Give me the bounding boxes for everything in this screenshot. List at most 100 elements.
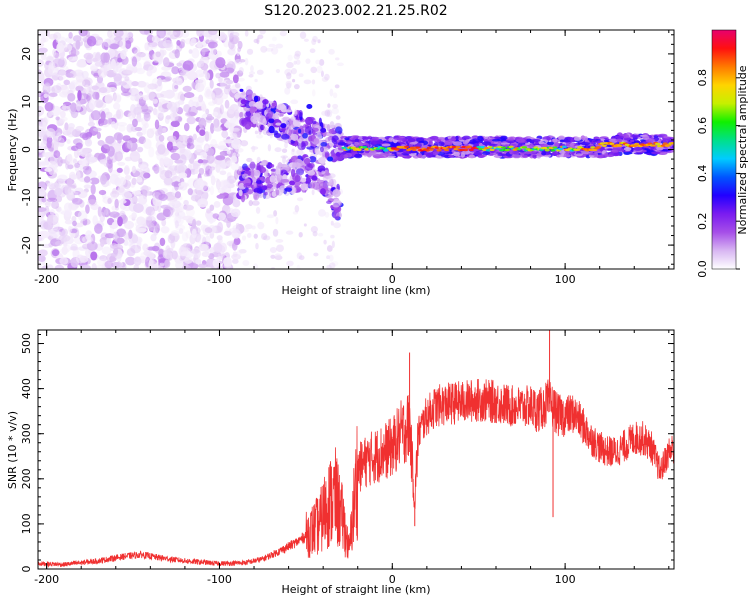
spectrogram-cell bbox=[285, 230, 294, 235]
spectrogram-cell bbox=[232, 241, 238, 251]
spectrogram-cell bbox=[133, 256, 142, 266]
spectrogram-cell bbox=[320, 188, 326, 195]
spectrogram-cell bbox=[84, 84, 90, 94]
spectrogram-cell bbox=[282, 156, 286, 164]
spectrogram-cell bbox=[183, 92, 195, 99]
spectrogram-cell bbox=[370, 140, 378, 145]
spectrogram-cell bbox=[210, 122, 215, 134]
spectrogram-cell bbox=[293, 130, 297, 135]
spectrogram-cell bbox=[159, 237, 166, 247]
spectrogram-cell bbox=[200, 151, 208, 157]
y-tick-label: 0 bbox=[20, 566, 33, 573]
spectrogram-cell bbox=[569, 142, 575, 147]
spectrogram-cell bbox=[70, 80, 79, 85]
spectrogram-cell bbox=[39, 161, 50, 166]
spectrogram-cell bbox=[43, 82, 51, 93]
spectrogram-cell bbox=[275, 122, 282, 126]
spectrogram-cell bbox=[86, 94, 91, 102]
spectrogram-cell bbox=[90, 65, 98, 72]
spectrogram-cell bbox=[631, 134, 641, 138]
spectrogram-cell bbox=[193, 247, 202, 259]
spectrogram-cell bbox=[83, 184, 92, 189]
spectrogram-cell bbox=[212, 213, 220, 219]
spectrogram-cell bbox=[238, 189, 243, 197]
spectrogram-cell bbox=[213, 201, 221, 208]
spectrogram-cell bbox=[169, 112, 179, 122]
spectrogram-cell bbox=[94, 223, 103, 234]
x-tick-label: 100 bbox=[555, 573, 576, 586]
spectrogram-cell bbox=[306, 103, 313, 109]
spectrogram-cell bbox=[575, 148, 581, 151]
spectrogram-cell bbox=[147, 206, 153, 216]
spectrogram-cell bbox=[243, 183, 252, 189]
spectrogram-cell bbox=[42, 121, 47, 132]
spectrogram-cell bbox=[193, 138, 204, 147]
spectrogram-cell bbox=[573, 136, 582, 141]
spectrogram-cell bbox=[232, 130, 241, 139]
spectrogram-cell bbox=[98, 189, 107, 196]
spectrogram-cell bbox=[558, 147, 564, 151]
spectrogram-cell bbox=[106, 159, 113, 169]
spectrogram-cell bbox=[64, 122, 69, 131]
spectrogram-cell bbox=[270, 254, 276, 259]
spectrogram-cell bbox=[176, 62, 183, 67]
spectrogram-cell bbox=[77, 210, 88, 222]
spectrogram-cell bbox=[208, 30, 218, 36]
spectrogram-cell bbox=[269, 246, 277, 254]
spectrogram-cell bbox=[180, 251, 189, 257]
spectrogram-cell bbox=[197, 263, 209, 268]
spectrogram-cell bbox=[141, 108, 152, 115]
spectrogram-cell bbox=[123, 165, 130, 176]
spectrogram-cell bbox=[544, 149, 550, 152]
spectrogram-cell bbox=[247, 232, 252, 238]
spectrogram-cell bbox=[319, 146, 324, 153]
spectrogram-cell bbox=[259, 30, 266, 35]
spectrogram-cell bbox=[180, 181, 186, 187]
spectrogram-cell bbox=[160, 226, 170, 234]
spectrogram-cell bbox=[428, 140, 433, 145]
spectrogram-cell bbox=[455, 145, 461, 149]
spectrogram-cell bbox=[132, 168, 144, 178]
spectrogram-cell bbox=[103, 38, 112, 48]
spectrogram-cell bbox=[312, 120, 317, 125]
spectrogram-cell bbox=[228, 227, 240, 234]
spectrogram-cell bbox=[195, 258, 202, 265]
spectrogram-cell bbox=[138, 157, 143, 165]
x-tick-label: -100 bbox=[207, 573, 232, 586]
spectrogram-cell bbox=[115, 94, 122, 103]
spectrogram-cell bbox=[285, 80, 292, 87]
spectrogram-cell bbox=[139, 30, 150, 35]
spectrogram-cell bbox=[55, 195, 63, 203]
spectrogram-cell bbox=[178, 134, 190, 142]
spectrogram-cell bbox=[175, 202, 185, 213]
spectrogram-cell bbox=[241, 119, 245, 125]
spectrogram-cell bbox=[169, 200, 176, 206]
spectrogram-cell bbox=[174, 85, 179, 90]
spectrogram-cell bbox=[146, 70, 153, 77]
spectrogram-cell bbox=[41, 196, 47, 203]
spectrogram-cell bbox=[332, 188, 341, 198]
spectrogram-cell bbox=[122, 69, 133, 75]
spectrogram-cell bbox=[59, 257, 69, 265]
spectrogram-cell bbox=[96, 131, 101, 140]
spectrogram-cell bbox=[123, 241, 133, 246]
spectrogram-cell bbox=[232, 74, 239, 84]
spectrogram-cell bbox=[274, 147, 282, 153]
spectrogram-cell bbox=[273, 132, 282, 139]
spectrogram-cell bbox=[281, 148, 288, 153]
spectrogram-cell bbox=[305, 163, 313, 171]
spectrogram-cell bbox=[58, 69, 67, 81]
spectrogram-cell bbox=[131, 234, 139, 244]
spectrogram-cell bbox=[183, 104, 192, 113]
spectrogram-cell bbox=[191, 228, 197, 239]
spectrogram-cell bbox=[181, 264, 191, 269]
spectrogram-cell bbox=[303, 223, 307, 227]
spectrogram-cell bbox=[170, 230, 180, 237]
spectrogram-cell bbox=[46, 214, 54, 226]
spectrogram-cell bbox=[159, 157, 165, 167]
spectrogram-cell bbox=[136, 176, 143, 183]
spectrogram-cell bbox=[218, 140, 226, 149]
spectrogram-cell bbox=[143, 112, 151, 122]
